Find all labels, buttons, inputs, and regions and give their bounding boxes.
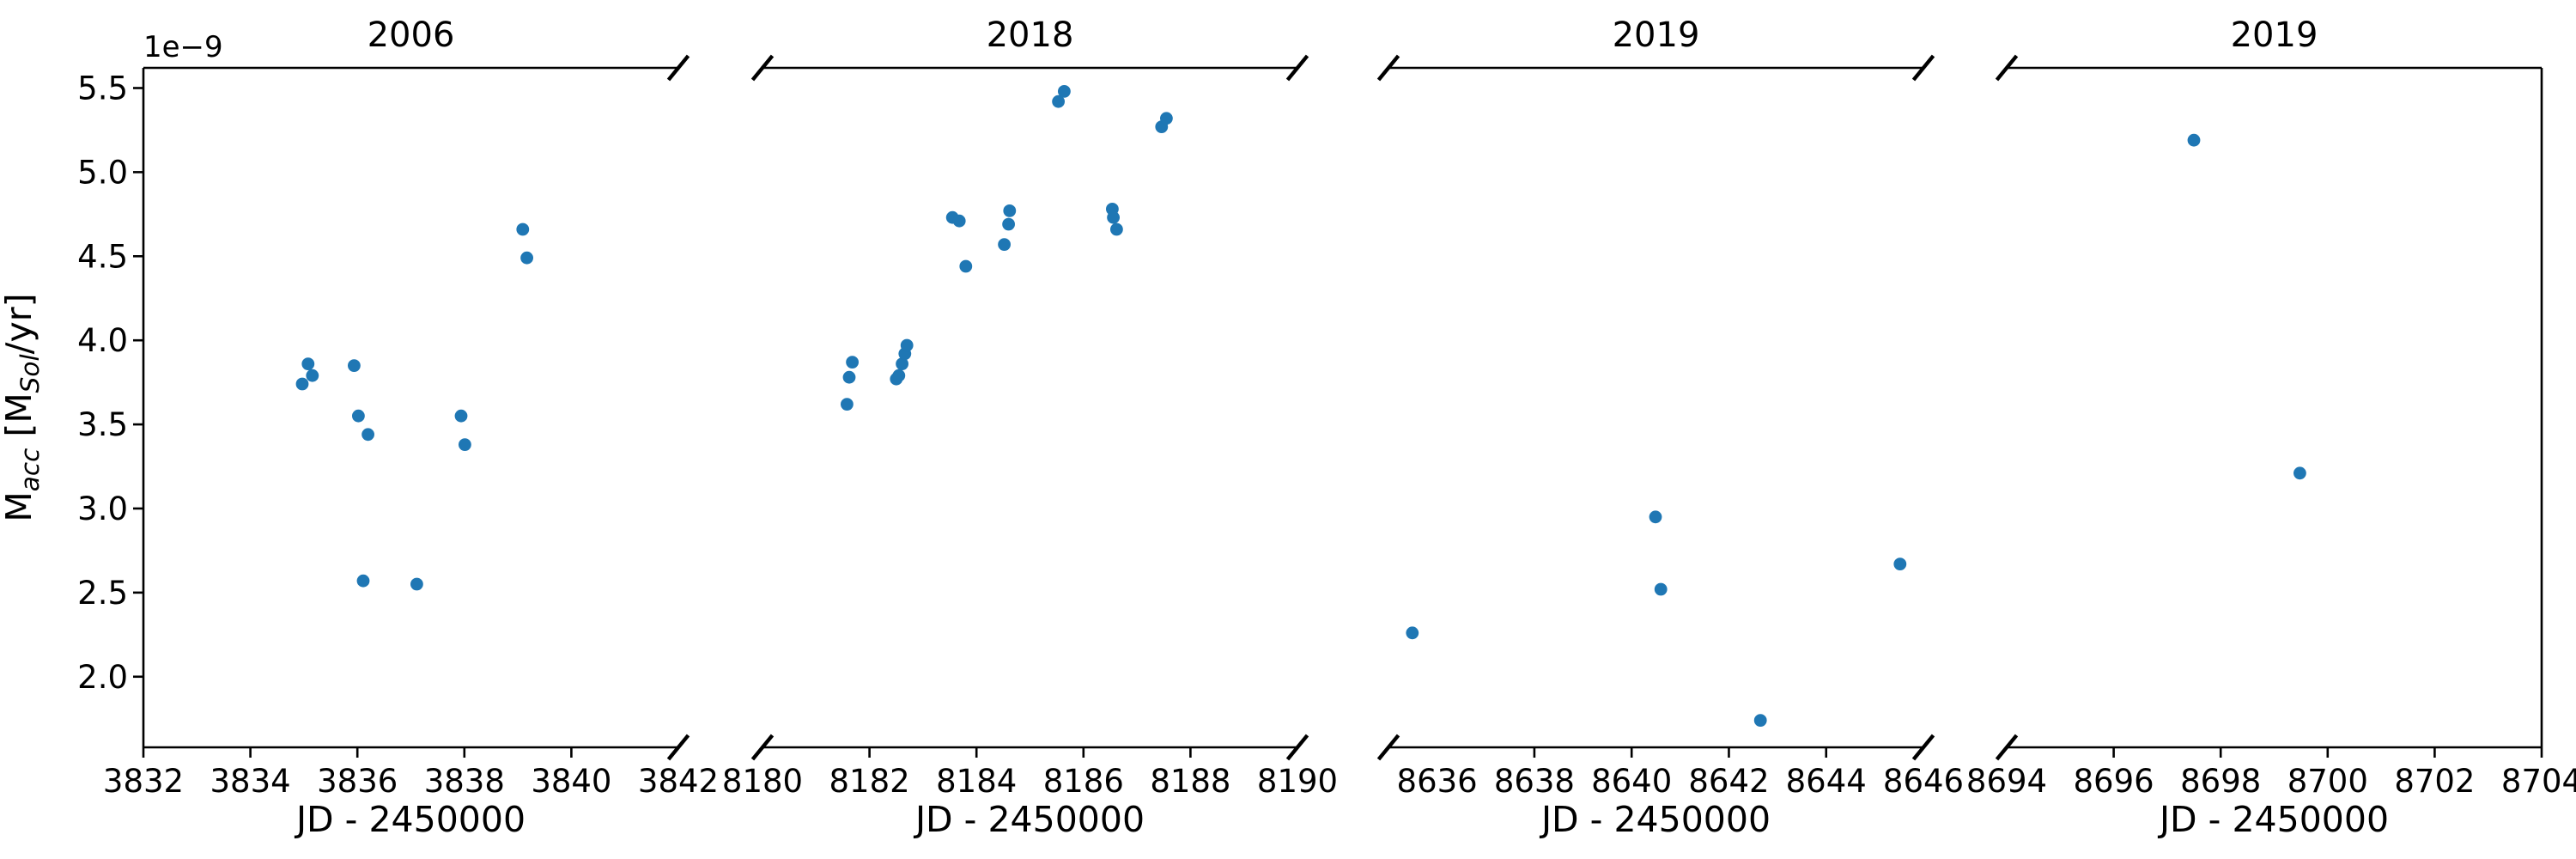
y-tick-label: 2.5 bbox=[77, 575, 128, 612]
axis-break-mark bbox=[1376, 734, 1400, 761]
x-tick-label: 8182 bbox=[829, 763, 910, 800]
x-tick-label: 3832 bbox=[103, 763, 184, 800]
data-point bbox=[1002, 217, 1015, 231]
data-point bbox=[301, 357, 315, 370]
x-tick-label: 3834 bbox=[210, 763, 291, 800]
data-point bbox=[352, 409, 365, 423]
data-point bbox=[1649, 510, 1662, 524]
data-point bbox=[356, 574, 370, 588]
x-axis-label: JD - 2450000 bbox=[2157, 799, 2389, 840]
data-point bbox=[1003, 204, 1017, 217]
data-point bbox=[1160, 112, 1173, 125]
y-axis-offset-text: 1e−9 bbox=[143, 30, 223, 64]
panel-title: 2019 bbox=[2231, 15, 2318, 55]
x-tick-label: 8188 bbox=[1150, 763, 1230, 800]
y-tick-label: 5.5 bbox=[77, 70, 128, 107]
y-tick-label: 3.5 bbox=[77, 406, 128, 443]
axis-break-mark bbox=[1376, 54, 1400, 82]
data-point bbox=[459, 438, 471, 451]
data-point bbox=[1107, 210, 1120, 224]
panel-2006-0: 2006 3832 3834 3836 3838 3840 3842 JD - 2450000 bbox=[103, 15, 719, 840]
x-tick-label: 8184 bbox=[936, 763, 1017, 800]
data-point bbox=[306, 369, 319, 382]
axis-break-mark bbox=[750, 54, 775, 82]
data-point bbox=[1058, 85, 1071, 98]
x-tick-label: 8694 bbox=[1966, 763, 2047, 800]
y-tick-label: 5.0 bbox=[77, 154, 128, 191]
axis-break-mark bbox=[1911, 54, 1935, 82]
x-tick-label: 3838 bbox=[424, 763, 505, 800]
x-tick-label: 8186 bbox=[1043, 763, 1124, 800]
panel-title: 2018 bbox=[987, 15, 1074, 55]
panel-title: 2006 bbox=[368, 15, 455, 55]
x-tick-label: 8638 bbox=[1494, 763, 1575, 800]
axis-break-mark bbox=[1995, 734, 2019, 761]
x-axis-label: JD - 2450000 bbox=[913, 799, 1145, 840]
x-tick-label: 8700 bbox=[2287, 763, 2368, 800]
x-tick-label: 8646 bbox=[1883, 763, 1964, 800]
x-tick-label: 8642 bbox=[1688, 763, 1769, 800]
axis-break-mark bbox=[1995, 54, 2019, 82]
data-point bbox=[1052, 94, 1065, 108]
x-tick-label: 3836 bbox=[317, 763, 398, 800]
data-point bbox=[348, 359, 361, 372]
x-tick-label: 3842 bbox=[638, 763, 719, 800]
x-tick-label: 8704 bbox=[2501, 763, 2576, 800]
data-point bbox=[1893, 557, 1907, 570]
x-tick-label: 3840 bbox=[531, 763, 611, 800]
y-axis-label: Macc [MSol/yr] bbox=[0, 293, 45, 521]
x-tick-label: 8636 bbox=[1397, 763, 1478, 800]
panel-2019-3: 2019 8694 8696 8698 8700 8702 8704 JD - 2450000 bbox=[1966, 15, 2576, 840]
data-point bbox=[361, 428, 374, 442]
axis-break-mark bbox=[666, 734, 690, 761]
data-point bbox=[900, 338, 914, 352]
data-point bbox=[2187, 133, 2201, 147]
y-tick-label: 4.5 bbox=[77, 238, 128, 275]
data-point bbox=[959, 259, 973, 273]
data-point bbox=[1406, 626, 1419, 640]
data-point bbox=[846, 356, 859, 369]
x-tick-label: 8698 bbox=[2180, 763, 2261, 800]
x-tick-label: 8640 bbox=[1591, 763, 1672, 800]
data-point bbox=[516, 222, 530, 236]
axis-break-mark bbox=[666, 54, 690, 82]
data-point bbox=[842, 370, 856, 384]
data-point bbox=[1753, 714, 1767, 727]
x-tick-label: 8180 bbox=[722, 763, 803, 800]
data-point bbox=[1110, 222, 1123, 236]
data-point bbox=[998, 238, 1011, 251]
data-point bbox=[896, 357, 908, 370]
data-point bbox=[520, 251, 533, 265]
y-tick-label: 4.0 bbox=[77, 322, 128, 359]
axis-break-mark bbox=[1285, 734, 1309, 761]
axis-break-mark bbox=[1285, 54, 1309, 82]
x-tick-label: 8702 bbox=[2394, 763, 2475, 800]
axis-break-mark bbox=[1911, 734, 1935, 761]
y-tick-label: 3.0 bbox=[77, 490, 128, 527]
data-point bbox=[1654, 582, 1668, 596]
data-point bbox=[295, 377, 309, 391]
panel-2018-1: 2018 8180 8182 8184 8186 8188 8190 JD - 2450000 bbox=[722, 15, 1338, 840]
data-point bbox=[454, 409, 468, 423]
x-axis-label: JD - 2450000 bbox=[294, 799, 526, 840]
axis-break-mark bbox=[750, 734, 775, 761]
panel-title: 2019 bbox=[1613, 15, 1700, 55]
x-tick-label: 8696 bbox=[2074, 763, 2154, 800]
x-tick-label: 8190 bbox=[1257, 763, 1338, 800]
x-tick-label: 8644 bbox=[1786, 763, 1867, 800]
y-tick-label: 2.0 bbox=[77, 659, 128, 696]
data-point bbox=[2293, 466, 2306, 480]
data-point bbox=[892, 369, 906, 382]
panel-2019-2: 2019 8636 8638 8640 8642 8644 8646 JD - 2450000 bbox=[1376, 15, 1964, 840]
data-point bbox=[410, 577, 423, 591]
x-axis-label: JD - 2450000 bbox=[1539, 799, 1771, 840]
data-point bbox=[841, 398, 854, 411]
data-point bbox=[952, 214, 966, 228]
